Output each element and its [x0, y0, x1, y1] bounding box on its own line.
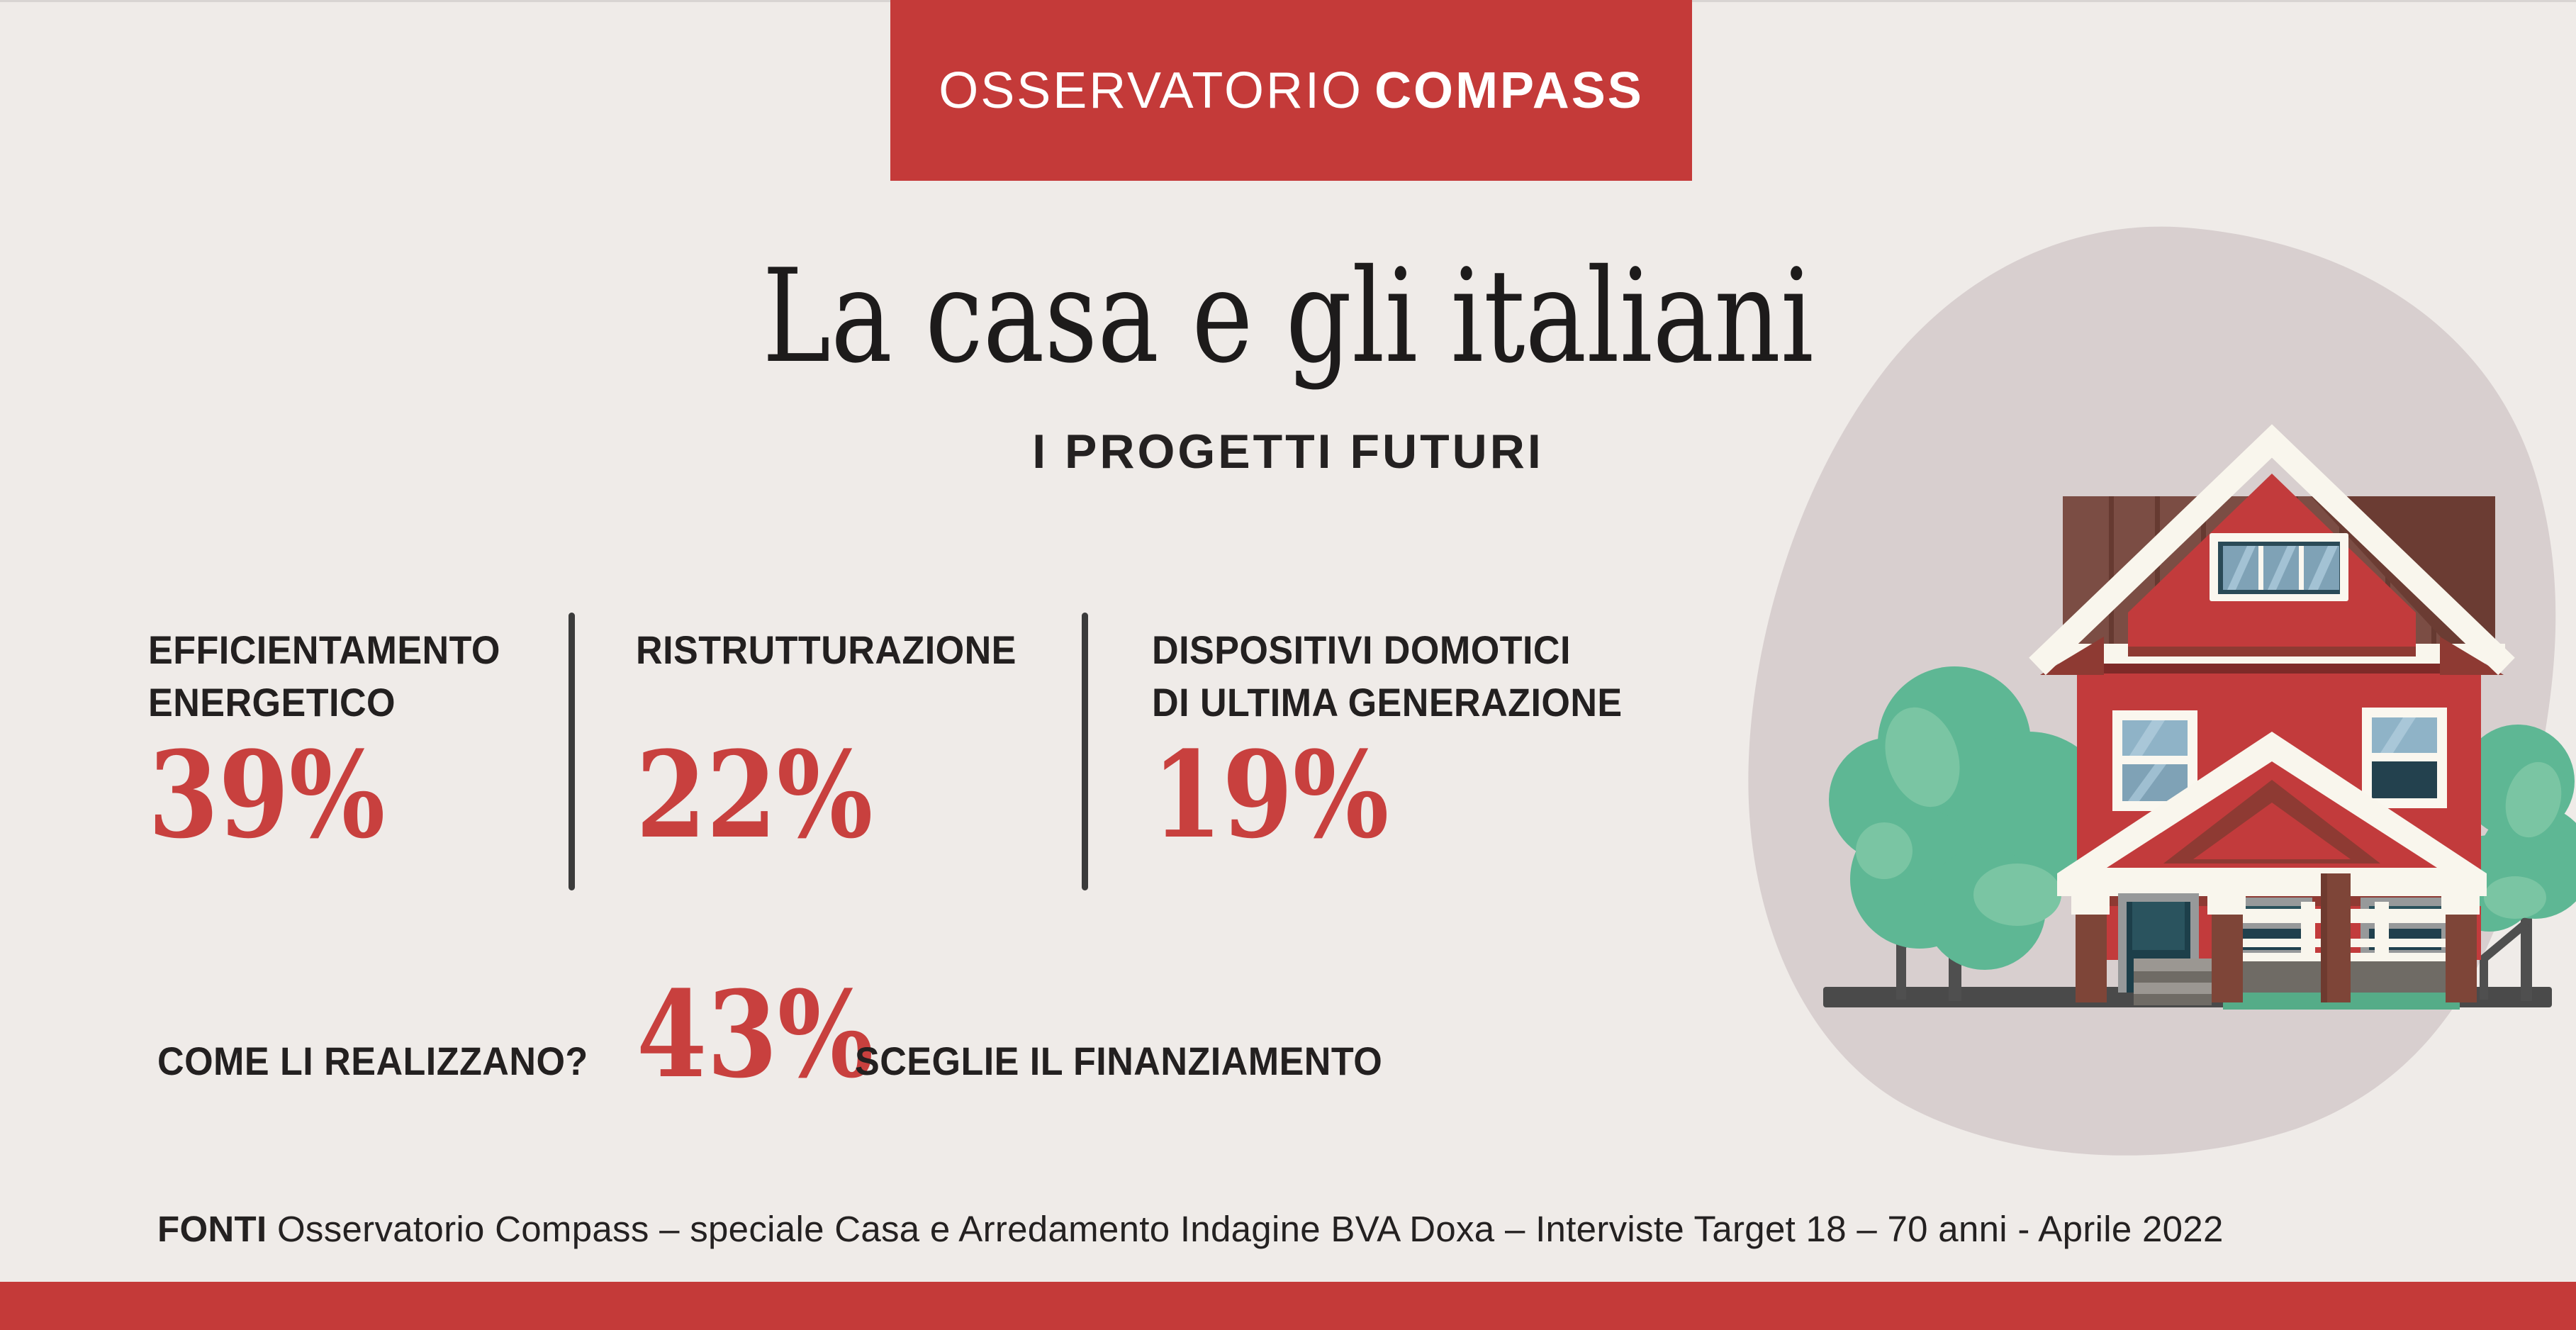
financing-value: 43% [637, 964, 874, 1105]
front-door [2118, 893, 2212, 1005]
sources-text: Osservatorio Compass – speciale Casa e A… [267, 1209, 2224, 1249]
porch-pediment [2057, 732, 2487, 906]
porch-window-right [2361, 898, 2450, 959]
stat-value-efficientamento: 39% [148, 725, 386, 865]
stat-value-domotica: 19% [1152, 725, 1389, 865]
bottom-red-bar [0, 1282, 2576, 1330]
stat-label-line2: ENERGETICO [148, 679, 396, 725]
gable [2029, 424, 2515, 676]
window-second-floor-right [2362, 708, 2447, 808]
stat-divider-1 [569, 613, 575, 890]
brand-name-light: OSSERVATORIO [939, 62, 1364, 119]
porch-columns [2071, 873, 2480, 1002]
page-subtitle: I PROGETTI FUTURI [1032, 425, 1544, 479]
house-illustration-svg [1748, 226, 2576, 1156]
financing-statement: SCEGLIE IL FINANZIAMENTO [855, 1039, 1383, 1083]
stat-label-line2: DI ULTIMA GENERAZIONE [1152, 679, 1623, 725]
financing-question: COME LI REALIZZANO? [157, 1039, 588, 1083]
stat-label-line1: DISPOSITIVI DOMOTICI [1152, 627, 1571, 672]
stat-value-ristrutturazione: 22% [636, 725, 873, 865]
stat-label-efficientamento: EFFICIENTAMENTO ENERGETICO [148, 624, 500, 729]
sources-line: FONTI Osservatorio Compass – speciale Ca… [157, 1208, 2224, 1250]
brand-banner: OSSERVATORIO COMPASS [890, 0, 1692, 181]
page-title: La casa e gli italiani [762, 241, 1814, 391]
stat-label-line1: EFFICIENTAMENTO [148, 627, 500, 672]
attic-window-panes [2223, 546, 2339, 590]
stat-label-domotica: DISPOSITIVI DOMOTICI DI ULTIMA GENERAZIO… [1152, 624, 1623, 729]
tree-left [1829, 666, 2112, 1001]
sources-label: FONTI [157, 1209, 267, 1249]
stat-divider-2 [1082, 613, 1088, 890]
stat-label-line1: RISTRUTTURAZIONE [636, 627, 1017, 672]
brand-name-bold: COMPASS [1374, 62, 1644, 119]
house-illustration [1701, 213, 2576, 1177]
stat-label-ristrutturazione: RISTRUTTURAZIONE [636, 624, 1017, 676]
